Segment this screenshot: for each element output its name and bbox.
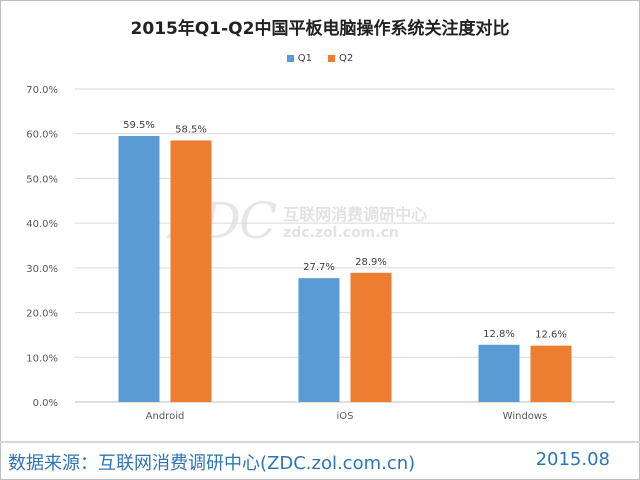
- data-label: 12.8%: [483, 329, 515, 340]
- legend-item-q1: Q1: [286, 53, 312, 64]
- chart-legend: Q1 Q2: [0, 53, 640, 64]
- legend-label-q1: Q1: [297, 53, 312, 64]
- data-label: 28.9%: [355, 257, 387, 268]
- y-tick-label: 30.0%: [26, 264, 58, 275]
- footer-source: 数据来源：互联网消费调研中心(ZDC.zol.com.cn): [8, 453, 416, 474]
- x-tick-label: Windows: [503, 411, 548, 422]
- data-label: 12.6%: [535, 330, 567, 341]
- data-label: 59.5%: [123, 120, 155, 131]
- legend-swatch-q1: [286, 55, 294, 62]
- watermark-url: zdc.zol.com.cn: [283, 225, 399, 241]
- y-tick-label: 50.0%: [26, 174, 58, 185]
- footer-divider: [0, 441, 640, 443]
- chart-title: 2015年Q1-Q2中国平板电脑操作系统关注度对比: [130, 19, 510, 39]
- y-tick-label: 70.0%: [26, 85, 58, 96]
- bar-q1: [478, 344, 520, 402]
- bar-q1: [298, 278, 340, 402]
- y-tick-label: 60.0%: [26, 130, 58, 141]
- legend-label-q2: Q2: [339, 53, 354, 64]
- bar-q2: [170, 140, 212, 402]
- bar-q2: [530, 345, 572, 402]
- data-label: 27.7%: [303, 262, 335, 273]
- bar-q2: [350, 272, 392, 402]
- y-tick-label: 0.0%: [33, 398, 58, 409]
- y-tick-label: 10.0%: [26, 353, 58, 364]
- y-tick-label: 20.0%: [26, 309, 58, 320]
- y-tick-label: 40.0%: [26, 219, 58, 230]
- watermark: ZDC 互联网消费调研中心 zdc.zol.com.cn: [168, 192, 427, 250]
- bar-q1: [118, 135, 160, 402]
- legend-swatch-q2: [328, 55, 335, 62]
- watermark-name: 互联网消费调研中心: [283, 205, 428, 224]
- legend-item-q2: Q2: [328, 53, 353, 64]
- x-tick-label: Android: [146, 411, 185, 422]
- footer-date: 2015.08: [535, 449, 610, 470]
- data-label: 58.5%: [175, 124, 207, 135]
- x-tick-label: iOS: [337, 411, 354, 422]
